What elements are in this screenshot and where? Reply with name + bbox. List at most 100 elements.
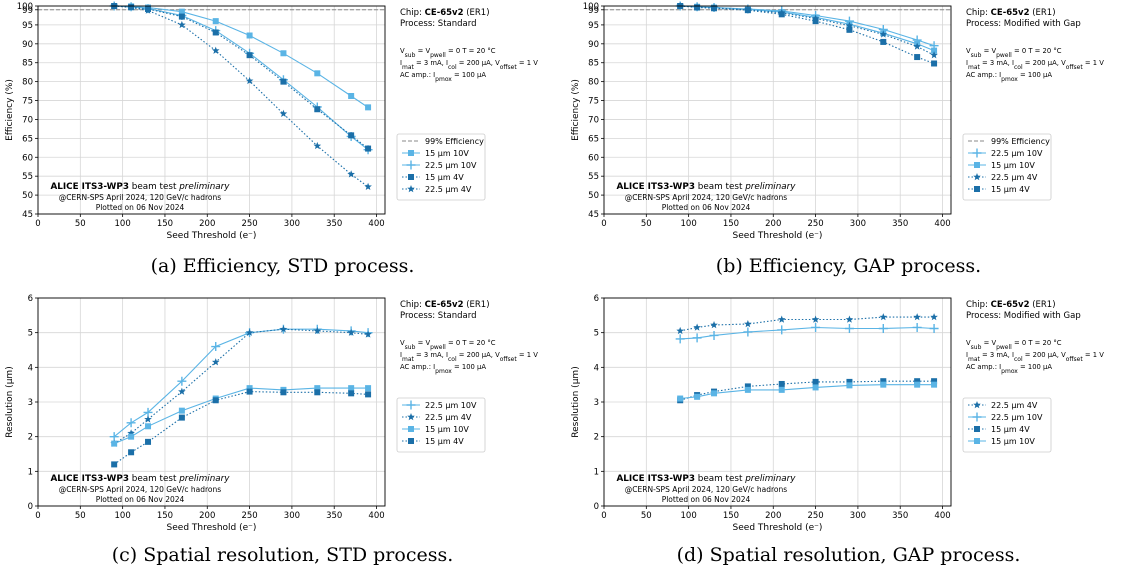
legend-swatch-marker <box>972 412 982 422</box>
data-point <box>314 70 321 77</box>
conditions-line2: Imat = 3 mA, Icol = 200 μA, Voffset = 1 … <box>966 351 1104 363</box>
y-axis-label: Efficiency (%) <box>571 79 581 141</box>
data-point <box>348 93 355 100</box>
data-point <box>677 395 684 402</box>
x-tick-label: 150 <box>723 219 739 229</box>
series-line <box>680 5 935 65</box>
data-point <box>348 390 355 397</box>
chip-label: Chip: CE-65v2 (ER1) <box>966 8 1056 18</box>
x-tick-label: 350 <box>892 219 908 229</box>
y-tick-label: 5 <box>28 329 33 339</box>
conditions-line2: Imat = 3 mA, Icol = 200 μA, Voffset = 1 … <box>400 59 538 71</box>
y-tick-label: 95 <box>22 21 33 31</box>
watermark-line3: Plotted on 06 Nov 2024 <box>662 203 751 212</box>
data-point <box>914 54 921 61</box>
x-tick-label: 350 <box>326 511 342 521</box>
legend-swatch-marker <box>973 401 981 409</box>
y-axis-label: Efficiency (%) <box>5 79 15 141</box>
legend-label: 22.5 μm 10V <box>991 413 1043 422</box>
y-tick-label: 55 <box>22 172 33 182</box>
legend-swatch-marker <box>972 148 982 158</box>
watermark-line3: Plotted on 06 Nov 2024 <box>96 495 185 504</box>
data-point <box>811 315 820 323</box>
chart-resolution-gap: 0 50 100 150 200 250 300 350 400 0 1 2 3 4 5 6 Seed Thre… <box>571 294 1104 533</box>
data-point <box>846 378 853 385</box>
data-point <box>777 315 786 323</box>
data-point <box>709 330 719 340</box>
watermark-line2: @CERN-SPS April 2024, 120 GeV/c hadrons <box>625 485 787 494</box>
data-point <box>348 132 355 139</box>
legend-swatch-marker <box>406 160 416 170</box>
data-point <box>844 324 854 334</box>
legend-label: 22.5 μm 10V <box>991 149 1043 158</box>
conditions-line3: AC amp.: Ipmox = 100 μA <box>400 71 486 83</box>
data-point <box>365 145 372 152</box>
series-1 <box>109 1 373 155</box>
y-tick-label: 55 <box>588 172 599 182</box>
x-tick-label: 0 <box>35 219 40 229</box>
data-point <box>178 387 186 395</box>
y-tick-label: 3 <box>594 398 599 408</box>
x-tick-label: 50 <box>75 219 86 229</box>
series-line <box>114 5 369 108</box>
data-point <box>178 407 185 414</box>
data-point <box>245 76 254 85</box>
x-tick-label: 150 <box>723 511 739 521</box>
x-axis-label: Seed Threshold (e⁻) <box>167 231 257 241</box>
x-tick-label: 250 <box>241 511 257 521</box>
data-point <box>811 322 821 332</box>
data-point <box>280 78 287 85</box>
data-point <box>675 334 685 344</box>
y-tick-label: 2 <box>594 433 599 443</box>
data-point <box>364 330 372 338</box>
legend-label: 22.5 μm 4V <box>425 413 472 422</box>
legend: 99% Efficiency 15 μm 10V 22.5 μm 10V 15 μm … <box>396 133 486 201</box>
series-2 <box>111 3 372 152</box>
data-point <box>313 141 322 150</box>
x-tick-label: 400 <box>934 219 950 229</box>
watermark-line2: @CERN-SPS April 2024, 120 GeV/c hadrons <box>59 485 221 494</box>
data-point <box>694 393 701 400</box>
data-point <box>694 4 701 11</box>
legend-label: 15 μm 4V <box>425 437 464 446</box>
legend-label: 15 μm 4V <box>991 185 1030 194</box>
plot-frame <box>603 5 952 215</box>
data-point <box>145 438 152 445</box>
x-tick-label: 200 <box>765 511 781 521</box>
data-point <box>279 109 288 118</box>
x-tick-label: 50 <box>641 511 652 521</box>
data-point <box>777 325 787 335</box>
legend-box <box>396 397 486 453</box>
legend-label: 22.5 μm 10V <box>425 401 477 410</box>
x-tick-label: 0 <box>601 511 606 521</box>
data-point <box>279 325 288 333</box>
data-point <box>246 388 253 395</box>
x-tick-label: 250 <box>241 219 257 229</box>
data-point <box>127 3 135 11</box>
panel-d: 0 50 100 150 200 250 300 350 400 0 1 2 3 4 5 6 Seed Thre… <box>566 292 1131 583</box>
data-point <box>930 51 938 59</box>
legend-label: 22.5 μm 4V <box>991 401 1038 410</box>
y-tick-label: 80 <box>588 78 599 88</box>
series-1 <box>675 322 939 344</box>
data-point <box>314 389 321 396</box>
data-point <box>211 46 220 54</box>
panel-c: 0 50 100 150 200 250 300 350 400 0 1 2 3 4 5 6 Seed Thre… <box>0 292 565 583</box>
legend-swatch-marker <box>408 150 414 156</box>
x-tick-label: 300 <box>850 511 866 521</box>
x-tick-label: 250 <box>807 219 823 229</box>
legend-label: 15 μm 10V <box>991 437 1035 446</box>
y-tick-label: 65 <box>588 134 599 144</box>
data-point <box>280 50 287 57</box>
process-label: Process: Standard <box>400 19 476 29</box>
series-line <box>114 5 369 188</box>
data-point <box>211 358 220 366</box>
series-0 <box>676 313 938 335</box>
data-point <box>913 313 921 321</box>
data-point <box>347 170 355 178</box>
series-0 <box>111 3 372 111</box>
series-line <box>680 380 935 401</box>
legend-label: 15 μm 10V <box>425 149 469 158</box>
legend: 22.5 μm 10V 22.5 μm 4V 15 μm 10V 15 μm 4V <box>396 397 486 453</box>
legend-swatch-marker <box>408 426 414 432</box>
